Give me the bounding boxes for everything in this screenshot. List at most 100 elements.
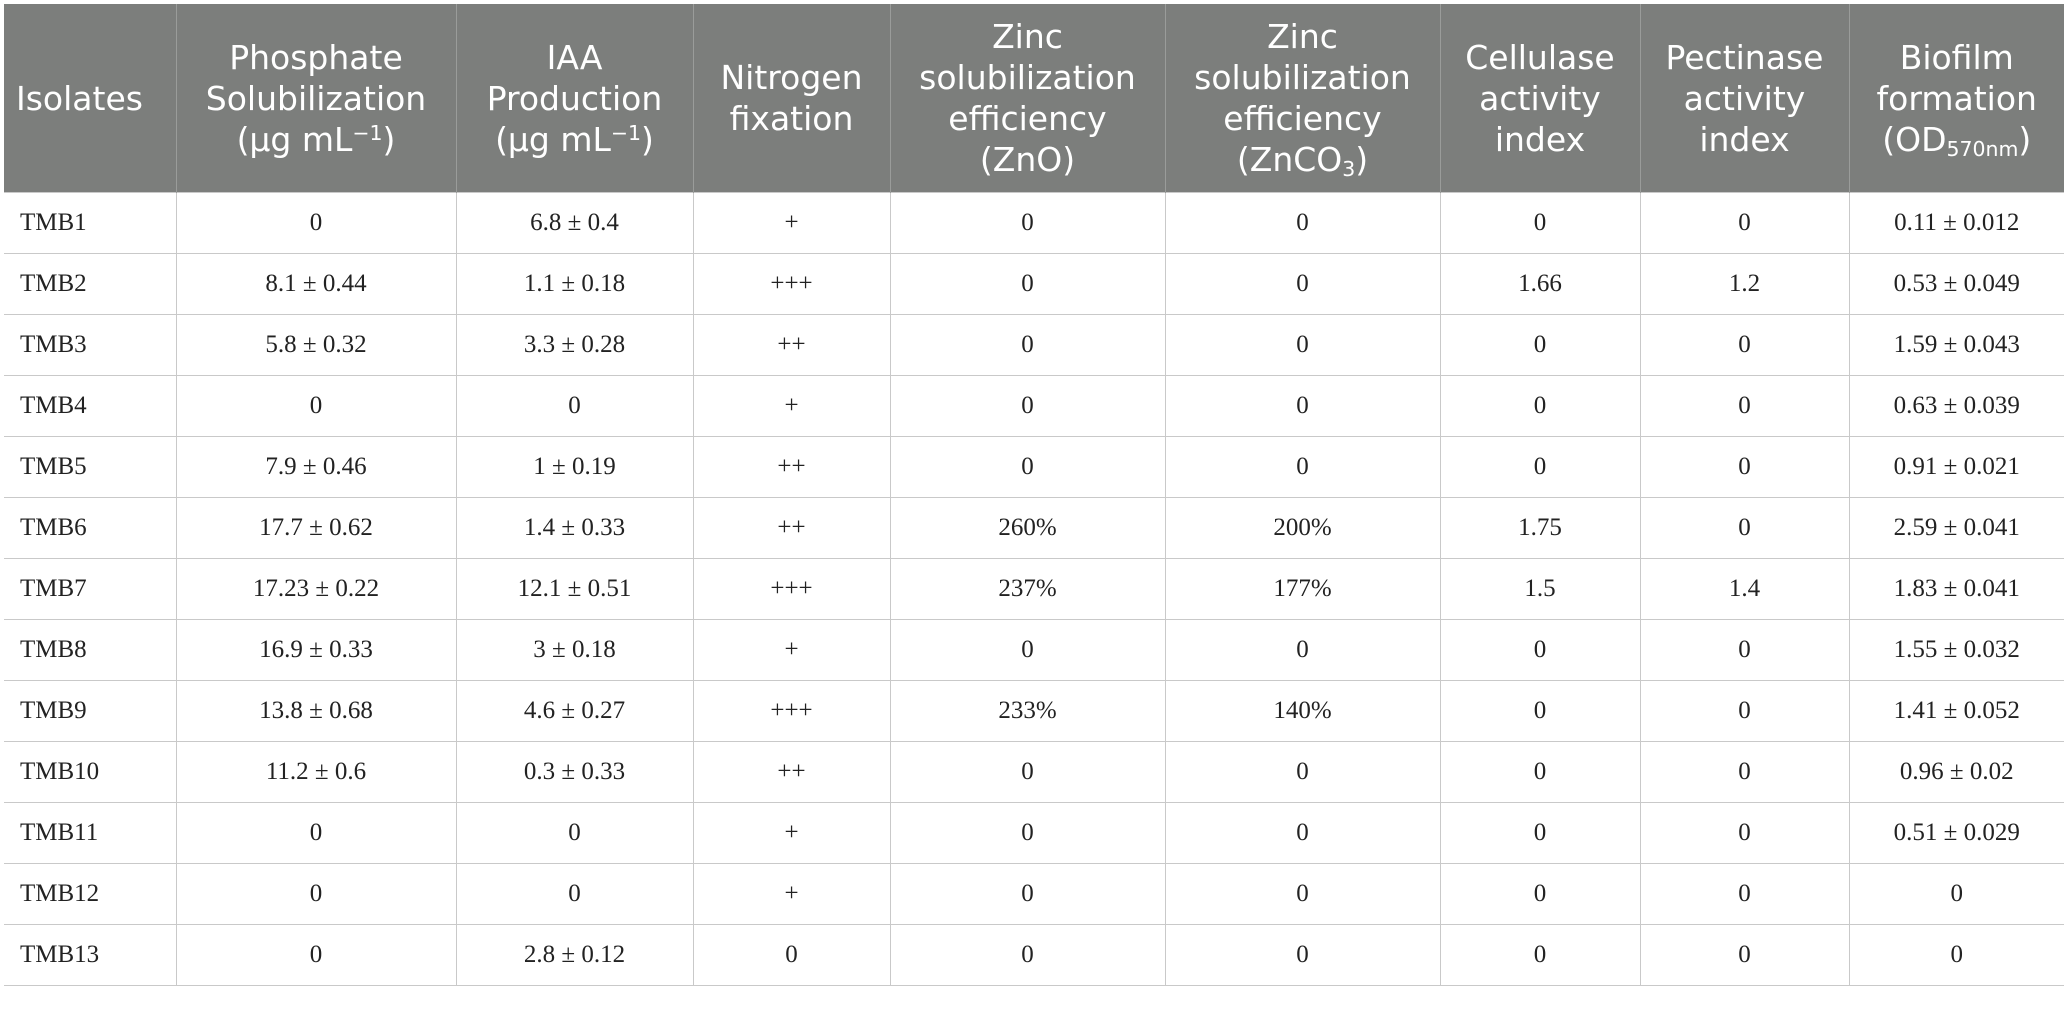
cell-isolate: TMB8 [4, 619, 177, 681]
cell-zinc-znco3: 200% [1164, 497, 1441, 559]
cell-zinc-zno: 237% [889, 558, 1166, 620]
table-row: TMB12 0 0 +0 0 0 0 0 [4, 863, 2064, 925]
cell-biofilm: 0.96 ± 0.02 [1848, 741, 2064, 803]
cell-zinc-znco3: 0 [1164, 253, 1441, 315]
cell-phosphate: 13.8 ± 0.68 [175, 680, 457, 742]
cell-iaa: 4.6 ± 0.27 [455, 680, 694, 742]
cell-iaa: 0 [455, 863, 694, 925]
cell-iaa: 3.3 ± 0.28 [455, 314, 694, 376]
table-row: TMB8 16.9 ± 0.33 3 ± 0.18 +0 0 0 0 1.55 ± 0.032 [4, 619, 2064, 681]
cell-cellulase: 1.75 [1439, 497, 1641, 559]
table-row: TMB3 5.8 ± 0.32 3.3 ± 0.28 ++ 0 0 0 0 1.59 ± 0.0… [4, 314, 2064, 376]
cell-phosphate: 0 [175, 192, 457, 254]
cell-iaa: 3 ± 0.18 [455, 619, 694, 681]
cell-zinc-znco3: 0 [1164, 741, 1441, 803]
cell-biofilm: 0.91 ± 0.021 [1848, 436, 2064, 498]
cell-cellulase: 0 [1439, 924, 1641, 986]
cell-nitrogen: ++ [692, 314, 891, 376]
cell-isolate: TMB13 [4, 924, 177, 986]
cell-iaa: 6.8 ± 0.4 [455, 192, 694, 254]
data-table: Isolates Phosphate Solubilization (μg mL… [4, 4, 2064, 986]
cell-isolate: TMB12 [4, 863, 177, 925]
cell-zinc-zno: 0 [889, 741, 1166, 803]
cell-iaa: 0 [455, 802, 694, 864]
cell-pectinase: 0 [1639, 314, 1850, 376]
cell-zinc-znco3: 0 [1164, 863, 1441, 925]
table-row: TMB10 11.2 ± 0.6 0.3 ± 0.33 ++ 0 0 0 0 0.96 ± 0.… [4, 741, 2064, 803]
cell-phosphate: 17.23 ± 0.22 [175, 558, 457, 620]
cell-biofilm: 0.51 ± 0.029 [1848, 802, 2064, 864]
cell-zinc-zno: 0 [889, 375, 1166, 437]
cell-zinc-znco3: 0 [1164, 375, 1441, 437]
cell-nitrogen: +++ [692, 680, 891, 742]
cell-phosphate: 0 [175, 802, 457, 864]
cell-zinc-zno: 0 [889, 863, 1166, 925]
table-body: TMB1 0 6.8 ± 0.4 +0 0 0 0 0.11 ± 0.012 TMB2 8.1 ±… [4, 192, 2064, 986]
cell-phosphate: 8.1 ± 0.44 [175, 253, 457, 315]
cell-zinc-zno: 0 [889, 192, 1166, 254]
cell-cellulase: 0 [1439, 619, 1641, 681]
cell-zinc-zno: 0 [889, 253, 1166, 315]
cell-isolate: TMB1 [4, 192, 177, 254]
cell-biofilm: 1.55 ± 0.032 [1848, 619, 2064, 681]
header-pectinase: Pectinase activity index [1639, 4, 1849, 193]
cell-iaa: 1 ± 0.19 [455, 436, 694, 498]
cell-isolate: TMB5 [4, 436, 177, 498]
cell-phosphate: 0 [175, 863, 457, 925]
cell-cellulase: 0 [1439, 741, 1641, 803]
table-row: TMB1 0 6.8 ± 0.4 +0 0 0 0 0.11 ± 0.012 [4, 192, 2064, 254]
cell-zinc-znco3: 0 [1164, 924, 1441, 986]
cell-iaa: 0 [455, 375, 694, 437]
cell-isolate: TMB3 [4, 314, 177, 376]
cell-pectinase: 0 [1639, 619, 1850, 681]
cell-nitrogen: + [692, 863, 891, 925]
cell-cellulase: 0 [1439, 802, 1641, 864]
cell-nitrogen: + [692, 192, 891, 254]
table-row: TMB4 0 0 +0 0 0 0 0.63 ± 0.039 [4, 375, 2064, 437]
cell-biofilm: 1.41 ± 0.052 [1848, 680, 2064, 742]
cell-phosphate: 11.2 ± 0.6 [175, 741, 457, 803]
cell-nitrogen: + [692, 375, 891, 437]
header-biofilm: Biofilm formation (OD570nm) [1848, 4, 2064, 193]
cell-iaa: 1.4 ± 0.33 [455, 497, 694, 559]
cell-nitrogen: +++ [692, 558, 891, 620]
header-iaa-production: IAA Production (μg mL−1) [455, 4, 693, 193]
cell-isolate: TMB4 [4, 375, 177, 437]
cell-biofilm: 0.11 ± 0.012 [1848, 192, 2064, 254]
cell-iaa: 0.3 ± 0.33 [455, 741, 694, 803]
cell-isolate: TMB10 [4, 741, 177, 803]
cell-pectinase: 0 [1639, 863, 1850, 925]
cell-zinc-znco3: 0 [1164, 314, 1441, 376]
table-row: TMB7 17.23 ± 0.22 12.1 ± 0.51 +++ 237% 177% 1.… [4, 558, 2064, 620]
table-row: TMB13 0 2.8 ± 0.12 0 0 0 0 0 0 [4, 924, 2064, 986]
cell-biofilm: 1.83 ± 0.041 [1848, 558, 2064, 620]
cell-zinc-zno: 260% [889, 497, 1166, 559]
cell-biofilm: 2.59 ± 0.041 [1848, 497, 2064, 559]
cell-pectinase: 0 [1639, 680, 1850, 742]
cell-zinc-zno: 0 [889, 802, 1166, 864]
cell-biofilm: 0.53 ± 0.049 [1848, 253, 2064, 315]
cell-nitrogen: +++ [692, 253, 891, 315]
cell-pectinase: 0 [1639, 802, 1850, 864]
cell-pectinase: 0 [1639, 192, 1850, 254]
cell-pectinase: 0 [1639, 375, 1850, 437]
table-row: TMB2 8.1 ± 0.44 1.1 ± 0.18 +++ 0 0 1.66 1.2 0.53… [4, 253, 2064, 315]
cell-nitrogen: ++ [692, 436, 891, 498]
header-cellulase: Cellulase activity index [1439, 4, 1640, 193]
header-zinc-zno: Zinc solubilization efficiency (ZnO) [889, 4, 1165, 193]
cell-zinc-znco3: 0 [1164, 619, 1441, 681]
cell-zinc-zno: 0 [889, 924, 1166, 986]
cell-zinc-zno: 0 [889, 436, 1166, 498]
header-isolates: Isolates [4, 4, 176, 193]
cell-zinc-znco3: 0 [1164, 192, 1441, 254]
cell-biofilm: 0 [1848, 924, 2064, 986]
cell-isolate: TMB2 [4, 253, 177, 315]
cell-pectinase: 0 [1639, 741, 1850, 803]
cell-zinc-zno: 233% [889, 680, 1166, 742]
cell-phosphate: 7.9 ± 0.46 [175, 436, 457, 498]
table-row: TMB9 13.8 ± 0.68 4.6 ± 0.27 +++ 233% 140% 0 0 1.… [4, 680, 2064, 742]
cell-biofilm: 1.59 ± 0.043 [1848, 314, 2064, 376]
table-row: TMB11 0 0 +0 0 0 0 0.51 ± 0.029 [4, 802, 2064, 864]
cell-cellulase: 0 [1439, 314, 1641, 376]
cell-phosphate: 5.8 ± 0.32 [175, 314, 457, 376]
